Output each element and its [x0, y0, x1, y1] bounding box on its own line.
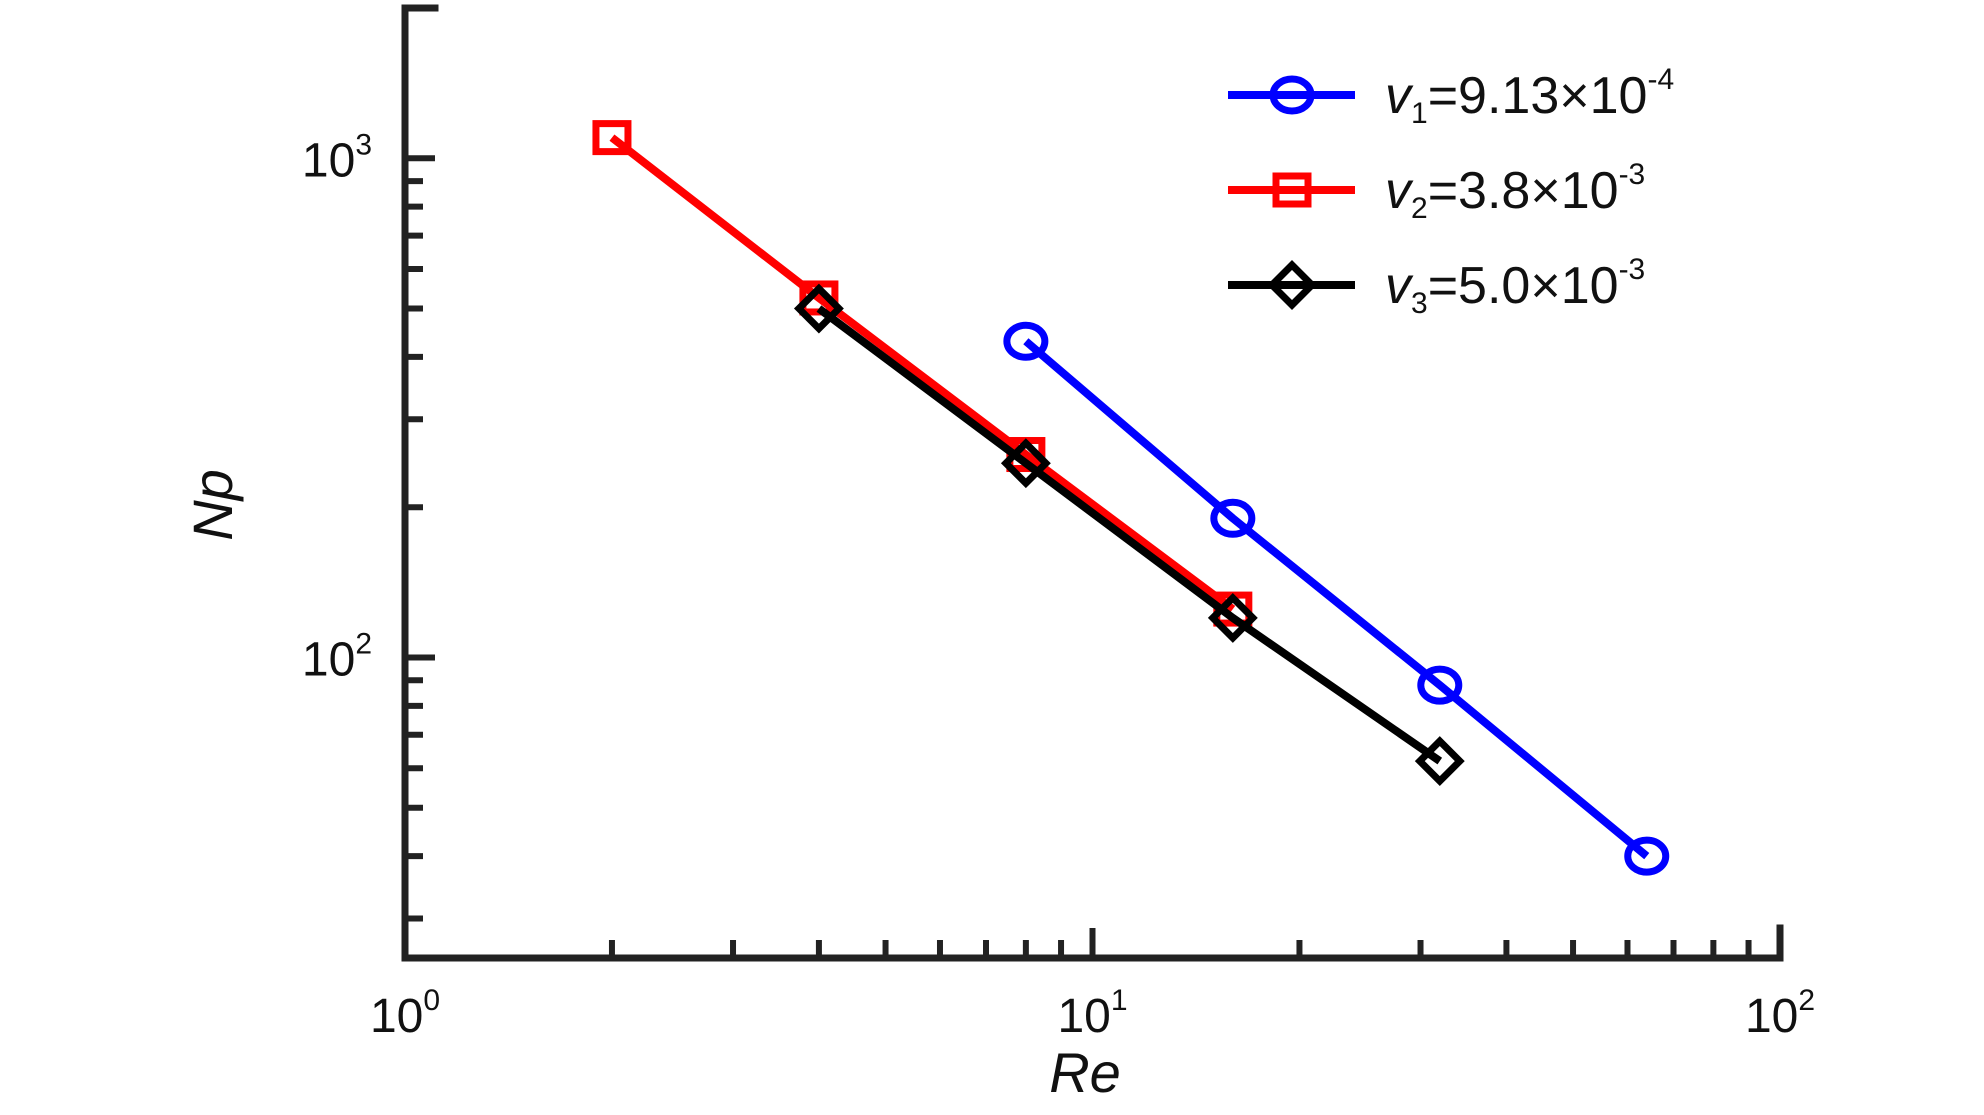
- x-tick-label: 100: [370, 984, 440, 1043]
- data-point-v3: [1000, 438, 1051, 489]
- legend-label-v1: v1=9.13×10-4: [1385, 63, 1674, 130]
- legend-entry-v1: v1=9.13×10-4: [1228, 63, 1674, 130]
- x-tick-label: 101: [1057, 984, 1127, 1043]
- legend-marker-v2: [1272, 172, 1312, 208]
- y-tick-label: 103: [302, 128, 372, 187]
- y-tick-label: 102: [302, 627, 372, 686]
- x-axis-title: Re: [1049, 1041, 1121, 1104]
- series-line-v1: [1023, 338, 1650, 860]
- data-point-v1: [1210, 498, 1256, 538]
- legend-marker-v3: [1267, 260, 1317, 310]
- series-v3: [793, 283, 1465, 787]
- x-tick-label: 102: [1745, 984, 1815, 1043]
- axes: 100 101 102 102 103: [302, 4, 1815, 1043]
- series-line-v2: [609, 134, 1236, 613]
- series-v2: [592, 120, 1253, 627]
- data-point-v1: [1003, 321, 1049, 361]
- legend-entry-v2: v2=3.8×10-3: [1228, 158, 1645, 225]
- data-point-v1: [1624, 836, 1670, 876]
- legend-entry-v3: v3=5.0×10-3: [1228, 253, 1645, 320]
- series-line-v3: [816, 305, 1443, 765]
- legend-label-v2: v2=3.8×10-3: [1385, 158, 1645, 225]
- data-point-v2: [592, 120, 632, 156]
- legend: v1=9.13×10-4 v2=3.8×10-3 v3=5.0×10-3: [1228, 63, 1674, 320]
- data-point-v3: [1207, 592, 1258, 643]
- y-axis-title: Np: [181, 469, 244, 541]
- data-point-v3: [1414, 736, 1465, 787]
- series-layer: [592, 120, 1670, 876]
- data-point-v3: [793, 283, 844, 334]
- data-point-v1: [1417, 665, 1463, 705]
- legend-label-v3: v3=5.0×10-3: [1385, 253, 1645, 320]
- legend-marker-v1: [1269, 75, 1315, 115]
- series-v1: [1003, 321, 1670, 876]
